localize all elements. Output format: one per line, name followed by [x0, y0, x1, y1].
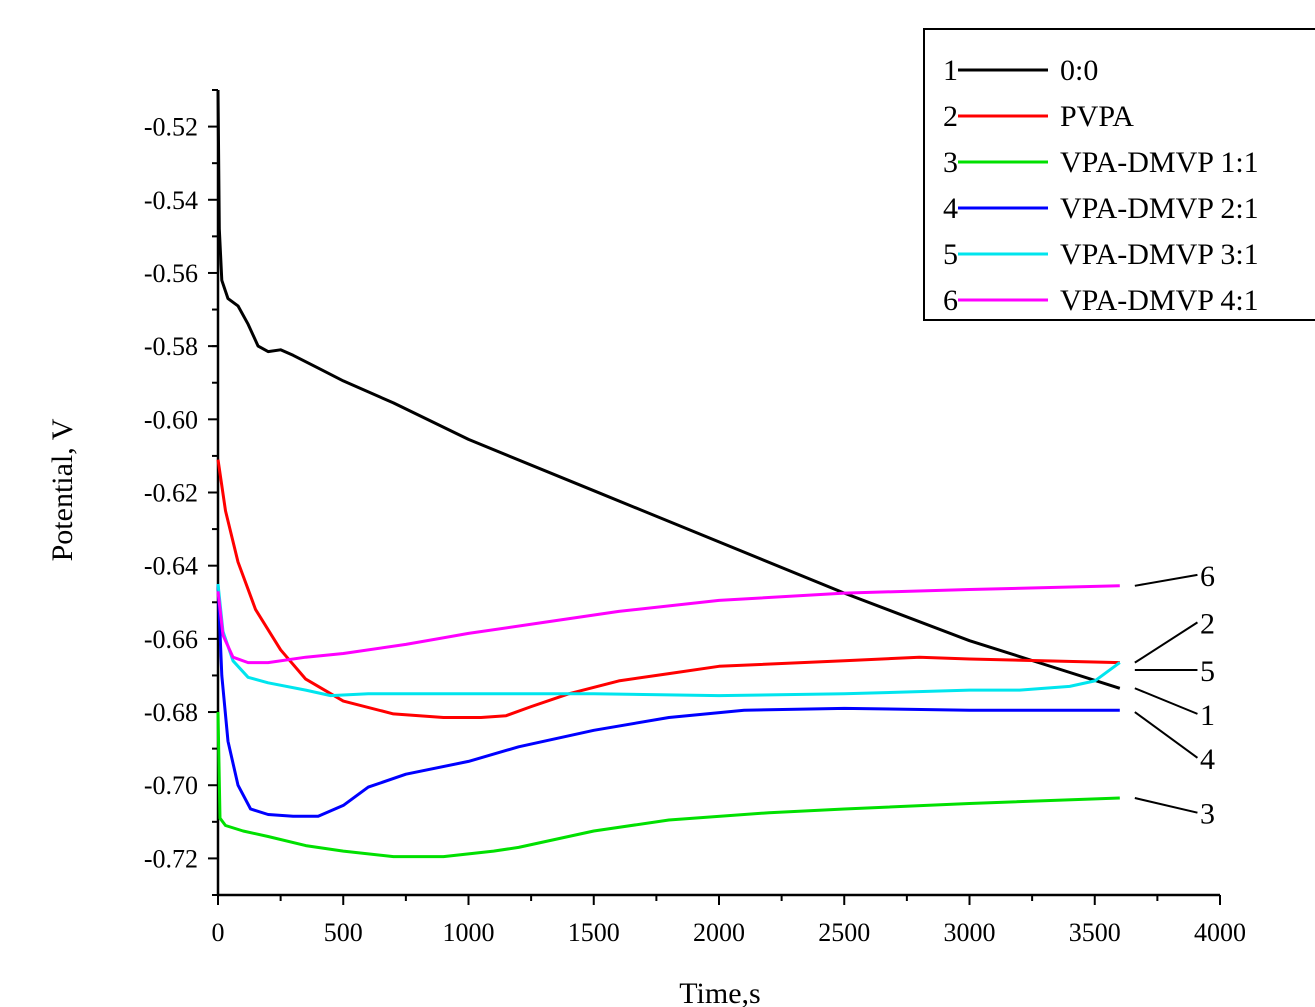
series-line-5	[216, 583, 1121, 698]
y-tick-label: -0.64	[144, 552, 198, 581]
legend-label: VPA-DMVP 1:1	[1060, 146, 1259, 179]
legend-number: 4	[943, 192, 958, 225]
x-axis-title: Time,s	[679, 977, 760, 1007]
legend-label: VPA-DMVP 3:1	[1060, 238, 1259, 271]
curve-leader-line	[1134, 573, 1198, 587]
legend: 1 0:0 2 PVPA 3 VPA-DMVP 1:1 4 VPA-DMVP 2:1 5 VPA-…	[923, 28, 1315, 321]
y-tick-label: -0.66	[144, 625, 198, 654]
x-tick-label: 3000	[944, 918, 996, 947]
legend-number: 6	[943, 284, 958, 317]
legend-number: 5	[943, 238, 958, 271]
curve-label-5: 5	[1200, 655, 1215, 688]
y-tick-label: -0.70	[144, 771, 198, 800]
legend-label: PVPA	[1060, 100, 1134, 133]
series-line-1	[216, 89, 1121, 690]
y-axis: -0.72 -0.70 -0.68 -0.66 -0.64 -0.62 -0.60 -0.58…	[144, 89, 218, 896]
curve-label-1: 1	[1200, 699, 1215, 732]
curve-label-2: 2	[1200, 607, 1215, 640]
legend-number: 1	[943, 54, 958, 87]
x-axis: 0 500 1000 1500 2000 2500 3000 3500 4000	[212, 895, 1246, 947]
y-tick-label: -0.58	[144, 332, 198, 361]
x-tick-label: 1500	[568, 918, 620, 947]
curve-leader-line	[1134, 797, 1198, 814]
legend-number: 2	[943, 100, 958, 133]
curve-leader-line	[1134, 687, 1198, 715]
legend-label: 0:0	[1060, 54, 1098, 87]
curve-label-4: 4	[1200, 743, 1215, 776]
y-tick-label: -0.54	[144, 186, 198, 215]
series-lines	[216, 89, 1121, 859]
curve-leader-line	[1134, 621, 1198, 664]
x-tick-label: 3500	[1069, 918, 1121, 947]
legend-label: VPA-DMVP 2:1	[1060, 192, 1259, 225]
y-tick-label: -0.68	[144, 698, 198, 727]
legend-number: 3	[943, 146, 958, 179]
y-tick-label: -0.60	[144, 405, 198, 434]
y-axis-title: Potential, V	[46, 418, 79, 561]
y-tick-label: -0.56	[144, 259, 198, 288]
curve-label-6: 6	[1200, 560, 1215, 593]
series-line-3	[216, 711, 1120, 859]
curve-leader-line	[1134, 711, 1199, 759]
series-line-2	[216, 459, 1120, 719]
curve-label-3: 3	[1200, 798, 1215, 831]
x-tick-label: 2000	[693, 918, 745, 947]
legend-box	[923, 28, 1315, 321]
series-line-4	[216, 583, 1120, 818]
legend-label: VPA-DMVP 4:1	[1060, 284, 1259, 317]
x-tick-label: 1000	[443, 918, 495, 947]
x-tick-label: 500	[324, 918, 363, 947]
y-tick-label: -0.62	[144, 479, 198, 508]
y-tick-label: -0.52	[144, 113, 198, 142]
x-tick-label: 0	[212, 918, 225, 947]
curve-labels: 6 2 5 1 4 3	[1134, 560, 1215, 831]
y-tick-label: -0.72	[144, 844, 198, 873]
x-tick-label: 4000	[1194, 918, 1246, 947]
series-line-6	[216, 584, 1120, 665]
x-tick-label: 2500	[818, 918, 870, 947]
